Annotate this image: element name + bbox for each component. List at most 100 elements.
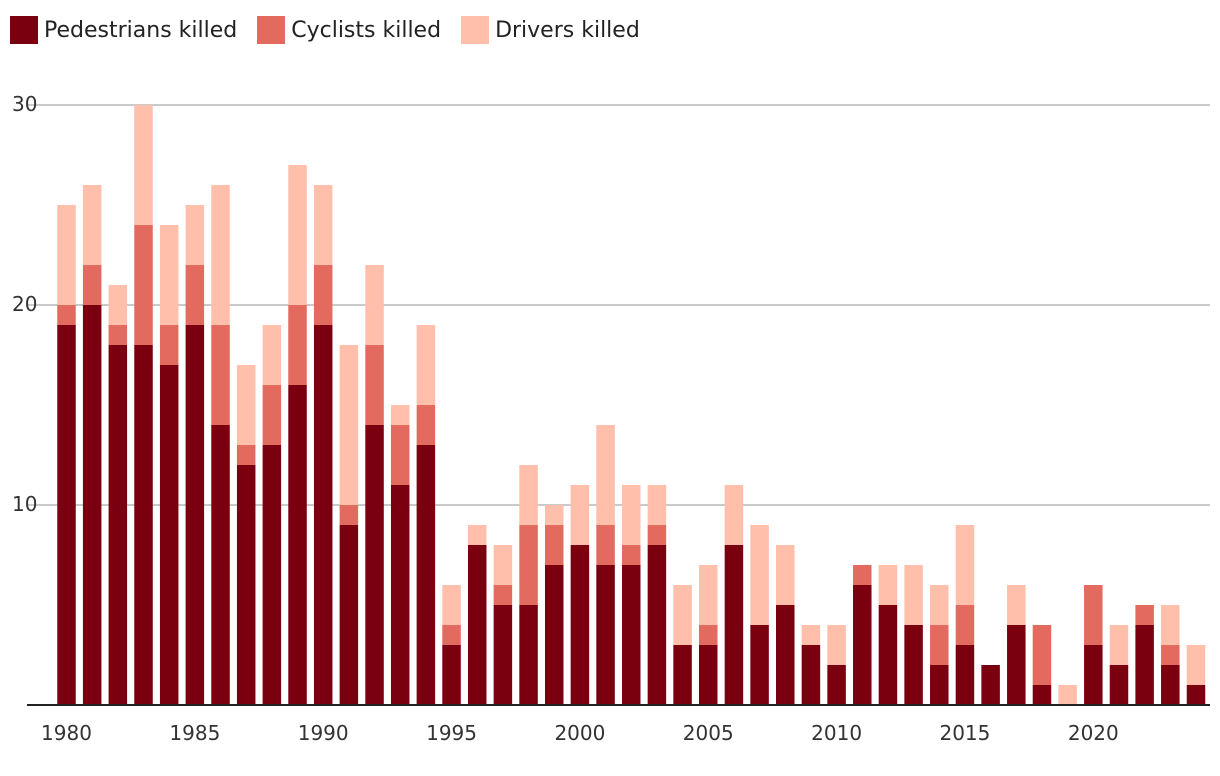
bar-segment xyxy=(390,425,410,485)
x-tick-label: 1990 xyxy=(298,721,349,745)
bar-segment xyxy=(236,365,256,445)
bar-segment xyxy=(981,665,1000,705)
bar-segment xyxy=(853,585,872,705)
legend-label-pedestrians: Pedestrians killed xyxy=(44,17,238,43)
bar-segment xyxy=(288,305,307,385)
bar-segment xyxy=(519,605,538,705)
bar-segment xyxy=(134,225,153,345)
axes: 10 20 30 1980 1985 1990 1995 2000 2005 2010 2015 20… xyxy=(12,92,1210,745)
bars xyxy=(57,105,1206,705)
legend-swatch-drivers xyxy=(461,16,490,44)
bar-segment xyxy=(262,385,282,445)
legend: Pedestrians killed Cyclists killed Drive… xyxy=(10,14,660,46)
bar-segment xyxy=(313,325,333,705)
legend-label-cyclists: Cyclists killed xyxy=(291,17,442,43)
bar-segment xyxy=(365,265,384,345)
bar-segment xyxy=(519,465,538,525)
bar-segment xyxy=(904,625,923,705)
bar-segment xyxy=(236,445,256,465)
x-tick-label: 1980 xyxy=(41,721,92,745)
bar-segment xyxy=(211,185,230,325)
bar-segment xyxy=(1032,685,1052,705)
bar-segment xyxy=(1135,625,1154,705)
bar-segment xyxy=(1109,625,1129,665)
x-tick-label: 2020 xyxy=(1068,721,1119,745)
bar-segment xyxy=(673,585,692,645)
bar-segment xyxy=(955,645,975,705)
legend-swatch-pedestrians xyxy=(10,16,38,44)
bar-segment xyxy=(57,325,76,705)
bar-segment xyxy=(493,585,513,605)
bar-segment xyxy=(647,525,667,545)
bar-segment xyxy=(365,345,384,425)
bar-segment xyxy=(930,665,949,705)
bar-segment xyxy=(724,485,744,545)
bar-segment xyxy=(596,565,615,705)
bar-segment xyxy=(930,585,949,625)
bar-segment xyxy=(313,185,333,265)
bar-segment xyxy=(570,485,590,545)
bar-segment xyxy=(621,565,641,705)
bar-segment xyxy=(878,605,898,705)
bar-segment xyxy=(442,625,461,645)
bar-segment xyxy=(108,285,128,325)
bar-segment xyxy=(724,545,744,705)
x-tick-label: 1995 xyxy=(426,721,477,745)
bar-segment xyxy=(1032,625,1052,685)
bar-segment xyxy=(544,525,564,565)
legend-swatch-cyclists xyxy=(257,16,286,44)
x-tick-label: 2010 xyxy=(811,721,862,745)
bar-segment xyxy=(1161,645,1180,665)
bar-segment xyxy=(621,545,641,565)
bar-segment xyxy=(827,625,846,665)
bar-segment xyxy=(1186,645,1206,685)
bar-segment xyxy=(1109,665,1129,705)
bar-segment xyxy=(1135,605,1154,625)
bar-segment xyxy=(493,605,513,705)
legend-item-drivers: Drivers killed xyxy=(461,16,640,44)
bar-segment xyxy=(108,325,128,345)
bar-segment xyxy=(1058,685,1077,705)
bar-segment xyxy=(1007,585,1026,625)
bar-segment xyxy=(750,525,769,625)
bar-segment xyxy=(442,585,461,625)
bar-segment xyxy=(853,565,872,585)
bar-segment xyxy=(262,325,282,385)
bar-segment xyxy=(416,325,436,405)
bar-segment xyxy=(647,545,667,705)
bar-segment xyxy=(211,325,230,425)
bar-segment xyxy=(1084,585,1103,645)
bar-segment xyxy=(288,385,307,705)
bar-segment xyxy=(134,105,153,225)
bar-segment xyxy=(416,405,436,445)
bar-segment xyxy=(827,665,846,705)
gridlines xyxy=(27,104,1210,506)
legend-label-drivers: Drivers killed xyxy=(495,17,640,43)
bar-segment xyxy=(82,305,102,705)
bar-segment xyxy=(442,645,461,705)
bar-segment xyxy=(236,465,256,705)
bar-segment xyxy=(801,625,821,645)
bar-segment xyxy=(904,565,923,625)
bar-segment xyxy=(159,225,179,325)
bar-segment xyxy=(801,645,821,705)
bar-segment xyxy=(57,305,76,325)
bar-segment xyxy=(416,445,436,705)
bar-segment xyxy=(57,205,76,305)
bar-segment xyxy=(570,545,590,705)
bar-segment xyxy=(699,565,718,625)
bar-segment xyxy=(390,485,410,705)
x-tick-label: 2000 xyxy=(554,721,605,745)
bar-segment xyxy=(1186,685,1206,705)
bar-segment xyxy=(776,545,795,605)
x-tick-label: 2015 xyxy=(939,721,990,745)
bar-segment xyxy=(1161,605,1180,645)
bar-segment xyxy=(647,485,667,525)
bar-segment xyxy=(596,525,615,565)
bar-segment xyxy=(339,345,359,505)
bar-segment xyxy=(185,205,205,265)
bar-segment xyxy=(1007,625,1026,705)
legend-item-cyclists: Cyclists killed xyxy=(257,16,441,44)
